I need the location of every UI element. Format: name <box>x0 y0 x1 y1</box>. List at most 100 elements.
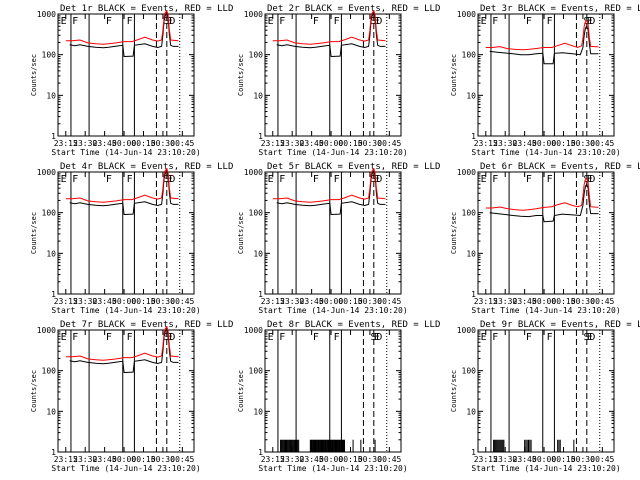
x-tick-label: 00:30 <box>358 297 382 306</box>
panel-title: Det 2r BLACK = Events, RED = LLD <box>267 4 440 14</box>
y-tick-label: 100 <box>249 209 264 218</box>
y-axis-label: Counts/sec <box>237 212 245 254</box>
y-tick-label: 100 <box>249 367 264 376</box>
flag-label: F <box>106 332 112 343</box>
x-tick-label: 00:45 <box>590 455 614 464</box>
x-tick-label: 00:15 <box>338 139 362 148</box>
x-axis-label: Start Time (14-Jun-14 23:10:20) <box>471 148 620 157</box>
flag-label: F <box>106 16 112 27</box>
y-tick-label: 1000 <box>37 168 56 177</box>
flag-label: D <box>589 174 595 185</box>
x-tick-label: 23:45 <box>300 139 324 148</box>
flag-label: D <box>376 16 382 27</box>
plot-frame <box>264 171 402 295</box>
panel-title: Det 4r BLACK = Events, RED = LLD <box>60 162 233 172</box>
events-series-line <box>489 25 599 65</box>
x-tick-label: 23:45 <box>93 297 117 306</box>
x-tick-label: 23:45 <box>93 139 117 148</box>
flag-label: D <box>169 16 175 27</box>
detector-panel: Det 2r BLACK = Events, RED = LLD 1 10 100 10… <box>237 4 440 157</box>
y-tick-label: 1000 <box>457 168 476 177</box>
x-tick-label: 23:45 <box>93 455 117 464</box>
flag-label: E <box>167 332 173 343</box>
y-tick-label: 1000 <box>37 326 56 335</box>
x-tick-label: 00:15 <box>551 455 575 464</box>
x-tick-label: 23:30 <box>280 139 304 148</box>
y-tick-label: 1000 <box>37 10 56 19</box>
y-axis-label: Counts/sec <box>450 370 458 412</box>
y-tick-label: 10 <box>253 91 263 100</box>
x-tick-label: 23:30 <box>493 455 517 464</box>
x-axis-label: Start Time (14-Jun-14 23:10:20) <box>51 148 200 157</box>
panel-title: Det 6r BLACK = Events, RED = LLD <box>480 162 640 172</box>
x-tick-label: 00:00 <box>112 139 136 148</box>
plot-frame <box>57 13 195 137</box>
y-tick-label: 10 <box>46 249 56 258</box>
events-series-line <box>489 183 599 223</box>
x-tick-label: 00:00 <box>112 455 136 464</box>
x-tick-label: 23:15 <box>54 297 78 306</box>
flag-label: F <box>492 16 498 27</box>
x-tick-label: 23:30 <box>280 297 304 306</box>
flag-label: E <box>61 174 67 185</box>
y-tick-label: 10 <box>466 249 476 258</box>
flag-label: E <box>587 332 593 343</box>
y-tick-label: 100 <box>42 51 57 60</box>
lld-series-line <box>272 167 386 203</box>
flag-label: E <box>61 332 67 343</box>
detector-panel: Det 4r BLACK = Events, RED = LLD 1 10 100 10… <box>30 162 233 315</box>
flag-label: E <box>481 16 487 27</box>
x-tick-label: 23:30 <box>73 455 97 464</box>
flag-label: S <box>371 174 377 185</box>
x-axis-label: Start Time (14-Jun-14 23:10:20) <box>471 306 620 315</box>
flag-label: E <box>587 16 593 27</box>
x-tick-label: 00:00 <box>319 455 343 464</box>
flag-label: F <box>127 16 133 27</box>
x-tick-label: 00:15 <box>338 297 362 306</box>
x-tick-label: 23:15 <box>54 455 78 464</box>
x-tick-label: 23:30 <box>493 297 517 306</box>
y-axis-label: Counts/sec <box>30 370 38 412</box>
x-tick-label: 23:45 <box>513 139 537 148</box>
flag-label: F <box>334 174 340 185</box>
plot-frame <box>477 329 615 453</box>
x-tick-label: 23:15 <box>261 139 285 148</box>
detector-panel: Det 7r BLACK = Events, RED = LLD 1 10 100 10… <box>30 320 233 473</box>
x-tick-label: 00:45 <box>377 297 401 306</box>
y-tick-label: 1 <box>471 132 476 141</box>
y-tick-label: 1 <box>258 448 263 457</box>
x-tick-label: 00:45 <box>590 139 614 148</box>
flag-label: F <box>279 332 285 343</box>
x-tick-label: 00:30 <box>571 139 595 148</box>
flag-label: D <box>169 332 175 343</box>
flag-label: E <box>268 332 274 343</box>
panel-title: Det 5r BLACK = Events, RED = LLD <box>267 162 440 172</box>
x-tick-label: 00:30 <box>571 297 595 306</box>
detector-panel: Det 6r BLACK = Events, RED = LLD 1 10 100 10… <box>450 162 640 315</box>
y-tick-label: 1 <box>258 132 263 141</box>
lld-series-line <box>485 177 599 211</box>
x-tick-label: 00:45 <box>170 139 194 148</box>
lld-series-line <box>65 167 179 203</box>
x-tick-label: 00:00 <box>532 455 556 464</box>
flag-label: E <box>374 332 380 343</box>
y-tick-label: 100 <box>462 51 477 60</box>
panel-title: Det 7r BLACK = Events, RED = LLD <box>60 320 233 330</box>
x-tick-label: 00:15 <box>551 297 575 306</box>
flag-label: F <box>334 16 340 27</box>
x-tick-label: 23:45 <box>300 455 324 464</box>
y-tick-label: 1 <box>258 290 263 299</box>
x-tick-label: 00:30 <box>151 139 175 148</box>
flag-label: E <box>167 16 173 27</box>
flag-label: F <box>526 174 532 185</box>
y-axis-label: Counts/sec <box>237 370 245 412</box>
y-tick-label: 100 <box>42 367 57 376</box>
flag-label: S <box>584 16 590 27</box>
flag-label: E <box>481 332 487 343</box>
x-tick-label: 23:30 <box>493 139 517 148</box>
flag-label: E <box>167 174 173 185</box>
flag-label: F <box>106 174 112 185</box>
panel-title: Det 3r BLACK = Events, RED = LLD <box>480 4 640 14</box>
y-axis-label: Counts/sec <box>237 54 245 96</box>
x-tick-label: 00:45 <box>377 139 401 148</box>
